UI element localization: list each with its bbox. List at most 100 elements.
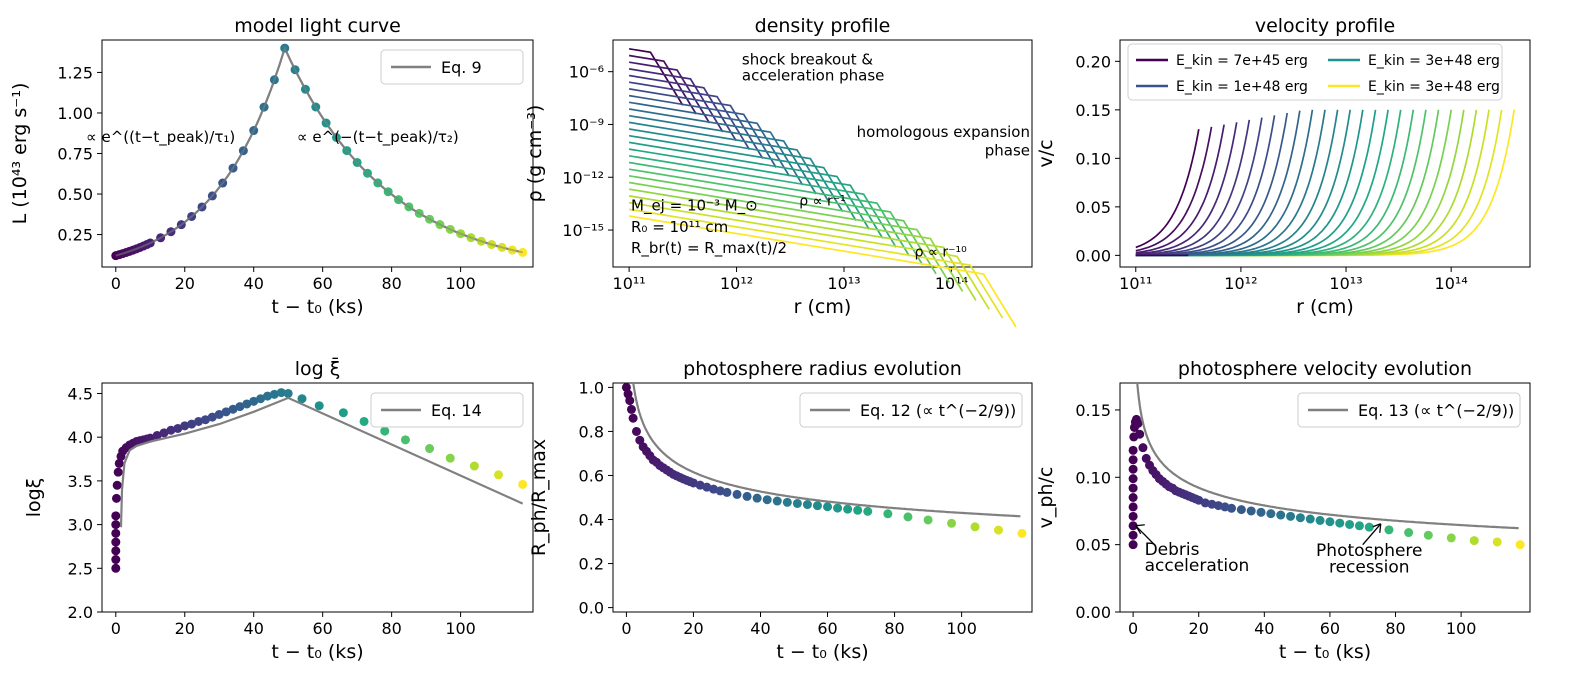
- y-axis-label: v/c: [1035, 139, 1057, 167]
- x-tick-label: 10¹²: [720, 274, 753, 293]
- x-axis-label: t − t₀ (ks): [271, 296, 363, 318]
- x-tick-label: 40: [244, 619, 264, 638]
- data-point: [425, 444, 435, 454]
- data-point: [297, 394, 307, 404]
- x-tick-label: 20: [175, 619, 195, 638]
- data-point: [380, 426, 390, 436]
- x-tick-label: 80: [381, 274, 401, 293]
- y-tick-label: 2.5: [68, 559, 93, 578]
- density-curve: [628, 188, 964, 292]
- x-tick-label: 80: [381, 619, 401, 638]
- x-tick-label: 10¹⁴: [1435, 274, 1468, 293]
- data-point: [883, 509, 893, 519]
- data-point: [843, 504, 853, 514]
- density-curve: [628, 215, 1017, 328]
- density-curve: [628, 128, 844, 213]
- model-curve: [119, 396, 524, 528]
- data-point: [228, 404, 238, 414]
- y-tick-label: 0.10: [1075, 468, 1111, 487]
- annotation-debris: acceleration: [1145, 556, 1250, 576]
- y-tick-label: 10⁻⁶: [569, 63, 604, 82]
- plot-frame: [612, 39, 1033, 268]
- data-point: [1128, 540, 1138, 550]
- annotation-homologous: phase: [985, 141, 1030, 159]
- model-curve-overlay: [115, 45, 523, 257]
- legend-label: E_kin = 3e+48 erg: [1368, 79, 1500, 95]
- legend-label: Eq. 12 (∝ t^(−2/9)): [860, 401, 1016, 420]
- data-point: [221, 407, 231, 417]
- density-curve: [628, 108, 804, 186]
- data-point: [1128, 530, 1138, 540]
- data-point: [1354, 521, 1364, 531]
- y-tick-label: 0.2: [579, 555, 604, 574]
- data-point: [114, 458, 124, 468]
- legend-label: E_kin = 1e+48 erg: [1176, 79, 1308, 95]
- data-point: [187, 419, 197, 429]
- x-tick-label: 10¹¹: [1119, 274, 1152, 293]
- data-point: [762, 495, 772, 505]
- data-point: [1128, 455, 1138, 465]
- y-tick-label: 0.15: [1075, 401, 1111, 420]
- data-point: [1135, 429, 1145, 439]
- y-axis-label: R_ph/R_max: [528, 439, 550, 556]
- x-tick-label: 10¹¹: [613, 274, 646, 293]
- arrow-debris-head: [1135, 524, 1145, 535]
- x-tick-label: 60: [312, 619, 332, 638]
- data-point: [338, 408, 348, 418]
- data-point: [469, 461, 479, 471]
- data-point: [1128, 502, 1138, 512]
- plot-title: photosphere radius evolution: [683, 358, 962, 380]
- density-curve: [628, 54, 697, 115]
- photosphere-velocity-axes: 0 20 40 60 80 100 0.00 0.05 0.10 0.15 Eq. 13 (∝ t^…: [1075, 381, 1531, 638]
- density-curve: [628, 88, 764, 159]
- data-point: [159, 428, 169, 438]
- data-point: [180, 421, 190, 431]
- data-point: [812, 501, 822, 511]
- y-tick-label: 0.20: [1075, 52, 1111, 71]
- data-point: [1246, 506, 1256, 516]
- x-tick-label: 20: [683, 619, 703, 638]
- data-point: [283, 388, 293, 398]
- arrow-debris: [1135, 525, 1155, 546]
- velocity-curve: [1135, 129, 1200, 249]
- x-tick-label: 0: [621, 619, 631, 638]
- velocity-curve: [1135, 119, 1251, 256]
- data-point: [445, 453, 455, 463]
- density-curve: [628, 201, 990, 310]
- data-point: [518, 479, 528, 489]
- legend-box: [799, 392, 1023, 428]
- x-tick-label: 10¹⁴: [935, 274, 968, 293]
- data-point: [1236, 505, 1246, 515]
- y-tick-label: 0.00: [1075, 603, 1111, 622]
- x-tick-label: 10¹³: [1329, 274, 1362, 293]
- y-tick-label: 1.00: [57, 104, 93, 123]
- annotation-mej: M_ej = 10⁻³ M_⊙: [631, 197, 758, 216]
- data-point: [1404, 528, 1414, 538]
- x-tick-label: 100: [445, 274, 476, 293]
- data-point: [173, 423, 183, 433]
- data-point: [1128, 493, 1138, 502]
- y-tick-label: 0.50: [57, 185, 93, 204]
- annotation-slope-1: ρ ∝ r⁻¹: [799, 193, 846, 209]
- legend-box: [370, 392, 524, 428]
- data-point: [235, 402, 245, 412]
- x-axis-label: t − t₀ (ks): [271, 641, 363, 663]
- x-tick-label: 60: [817, 619, 837, 638]
- data-point: [359, 416, 369, 426]
- data-point: [111, 520, 121, 530]
- data-point: [1492, 537, 1502, 547]
- density-curve: [628, 47, 684, 106]
- density-curve: [628, 154, 897, 248]
- plot-title: photosphere velocity evolution: [1178, 358, 1472, 380]
- y-tick-label: 0.05: [1075, 198, 1111, 217]
- data-point: [1364, 522, 1374, 532]
- y-tick-label: 0.25: [57, 226, 93, 245]
- data-point: [1384, 525, 1394, 535]
- data-point: [1266, 509, 1276, 519]
- data-point: [792, 498, 802, 508]
- annotation-rise: ∝ e^((t−t_peak)/τ₁): [86, 128, 235, 147]
- x-tick-label: 20: [175, 274, 195, 293]
- data-point: [242, 399, 252, 409]
- photosphere-radius-axes: 0 20 40 60 80 100 0.0 0.2 0.4 0.6 0.8 1.0 Eq. 12 (∝ …: [579, 378, 1033, 638]
